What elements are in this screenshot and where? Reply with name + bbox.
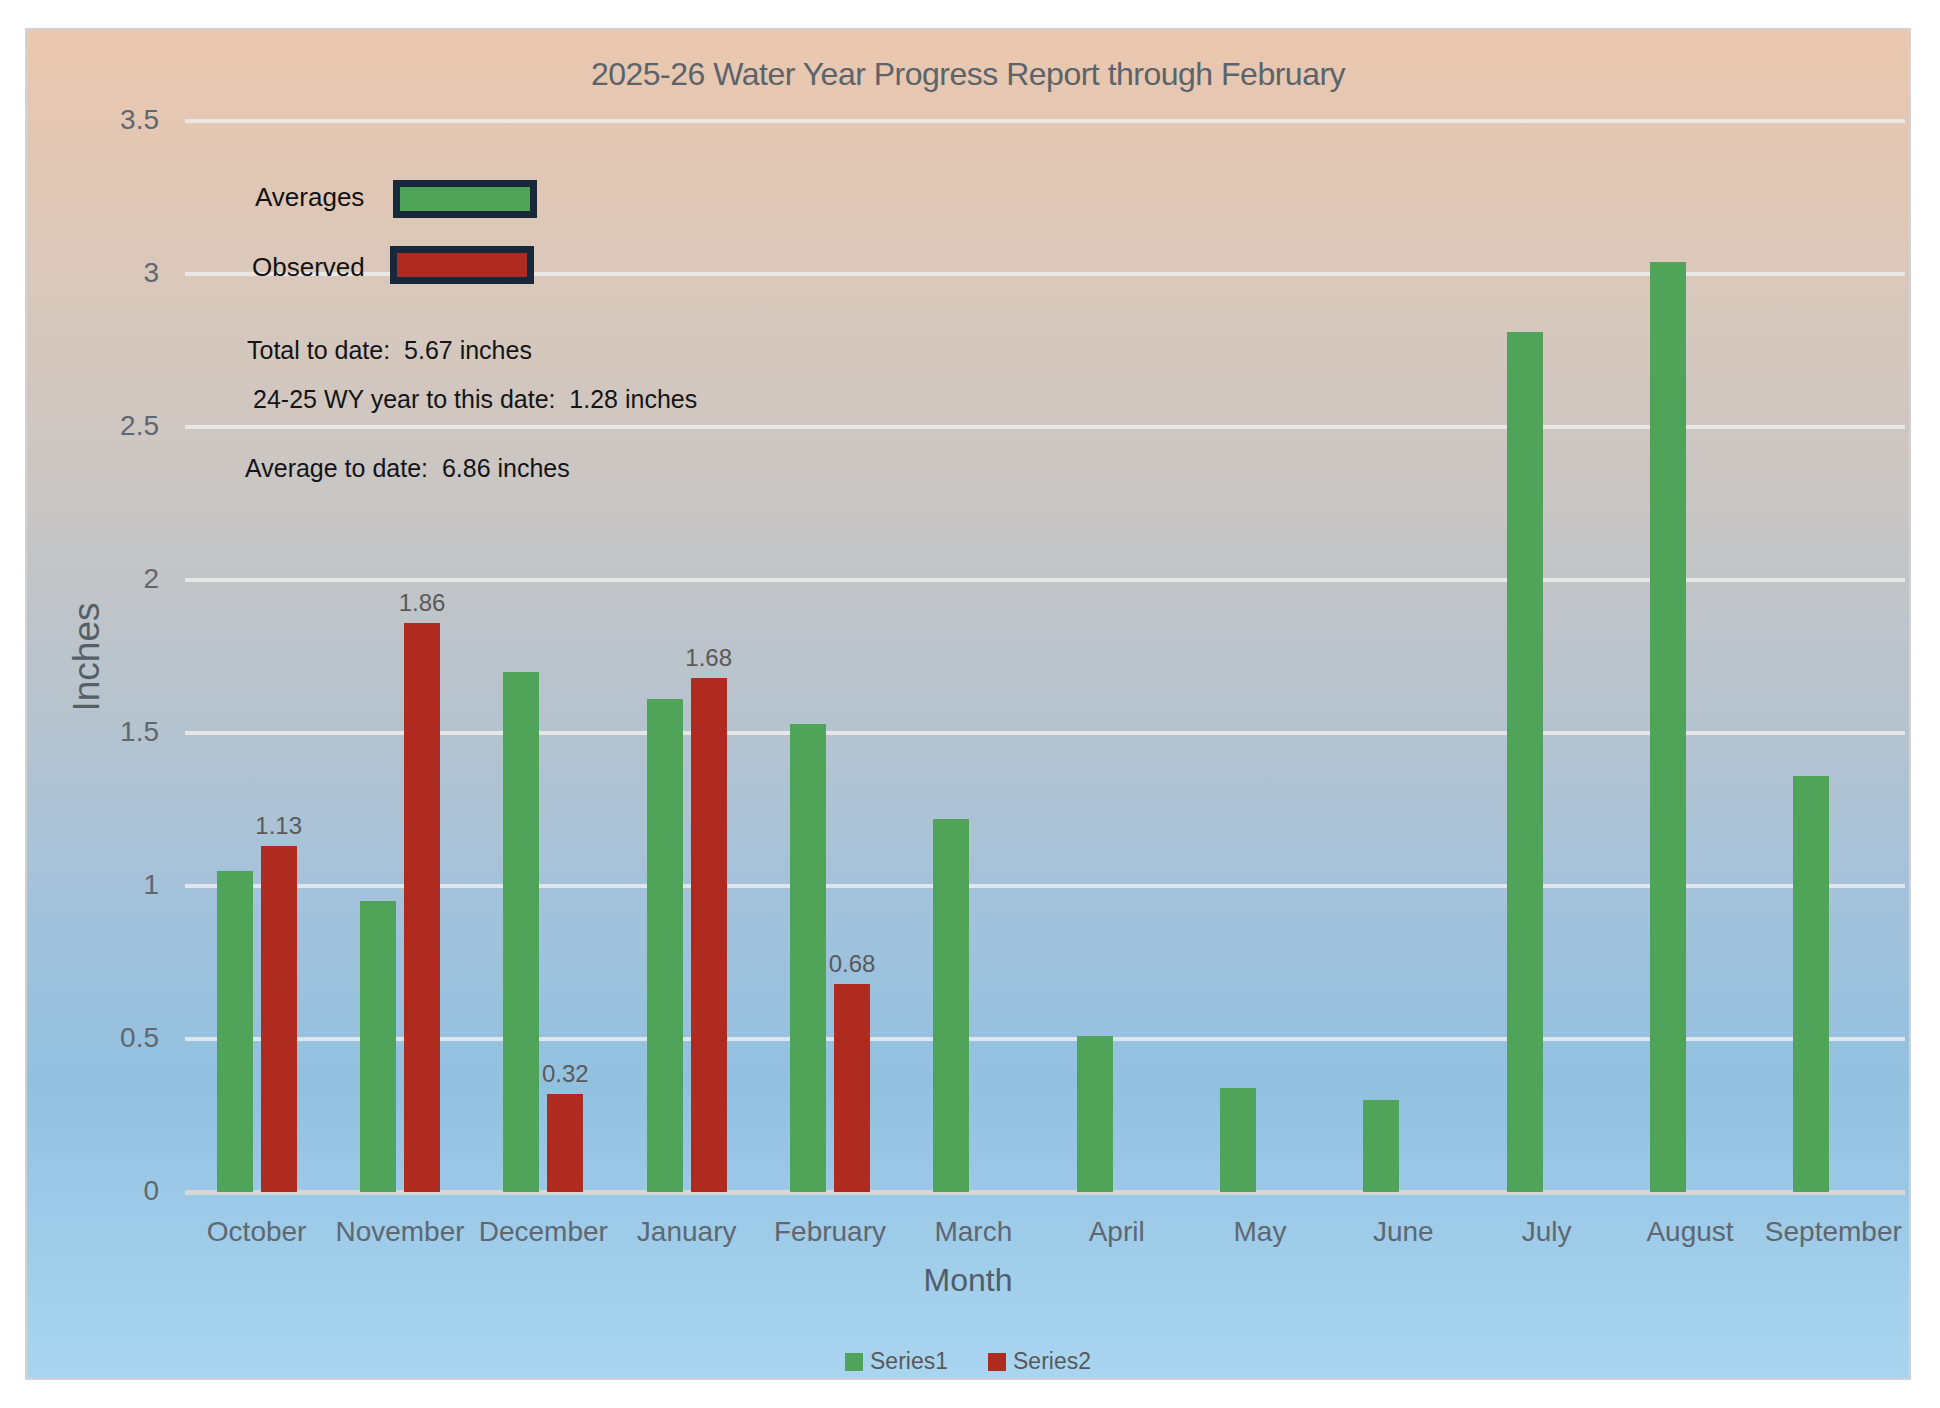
legend-observed-swatch[interactable] [390, 246, 534, 284]
bar-averages-october[interactable] [217, 871, 253, 1192]
x-tick-label-july: July [1476, 1216, 1618, 1248]
gridline [185, 731, 1905, 735]
gridline [185, 425, 1905, 429]
bar-observed-november[interactable] [404, 623, 440, 1192]
bar-value-label-january: 1.68 [669, 644, 749, 672]
x-tick-label-april: April [1046, 1216, 1188, 1248]
annotation-total-to-date: Total to date: 5.67 inches [247, 336, 532, 365]
plot-frame: 2025-26 Water Year Progress Report throu… [25, 28, 1911, 1380]
legend-observed-label: Observed [252, 252, 365, 283]
y-tick-label: 0 [27, 1175, 159, 1207]
x-tick-label-january: January [616, 1216, 758, 1248]
x-tick-label-june: June [1332, 1216, 1474, 1248]
gridline [185, 884, 1905, 888]
y-tick-label: 2 [27, 563, 159, 595]
bar-observed-january[interactable] [691, 678, 727, 1192]
x-tick-label-february: February [759, 1216, 901, 1248]
chart-title: 2025-26 Water Year Progress Report throu… [27, 56, 1909, 93]
bar-observed-december[interactable] [547, 1094, 583, 1192]
bottom-legend: Series1 Series2 [27, 1348, 1909, 1375]
y-tick-label: 0.5 [27, 1022, 159, 1054]
x-tick-label-november: November [329, 1216, 471, 1248]
x-axis-title: Month [27, 1262, 1909, 1299]
x-tick-label-may: May [1189, 1216, 1331, 1248]
gridline [185, 1037, 1905, 1041]
bottom-legend-series2[interactable]: Series2 [988, 1348, 1091, 1375]
bar-averages-may[interactable] [1220, 1088, 1256, 1192]
series1-label: Series1 [870, 1348, 948, 1375]
series2-key-icon [988, 1353, 1006, 1371]
bar-averages-april[interactable] [1077, 1036, 1113, 1192]
bar-averages-december[interactable] [503, 672, 539, 1192]
bar-averages-july[interactable] [1507, 332, 1543, 1192]
y-tick-label: 1.5 [27, 716, 159, 748]
x-tick-label-august: August [1619, 1216, 1761, 1248]
bar-value-label-december: 0.32 [525, 1060, 605, 1088]
annotation-prior-wy-to-date: 24-25 WY year to this date: 1.28 inches [253, 385, 697, 414]
chart-canvas: 2025-26 Water Year Progress Report throu… [0, 0, 1940, 1408]
bottom-legend-series1[interactable]: Series1 [845, 1348, 948, 1375]
bar-averages-november[interactable] [360, 901, 396, 1192]
series2-label: Series2 [1013, 1348, 1091, 1375]
bar-value-label-october: 1.13 [239, 812, 319, 840]
x-axis-baseline [185, 1190, 1905, 1195]
bar-value-label-february: 0.68 [812, 950, 892, 978]
x-tick-label-march: March [902, 1216, 1044, 1248]
gridline [185, 578, 1905, 582]
annotation-average-to-date: Average to date: 6.86 inches [245, 454, 570, 483]
bar-averages-march[interactable] [933, 819, 969, 1192]
y-tick-label: 3.5 [27, 104, 159, 136]
legend-averages-label: Averages [255, 182, 364, 213]
x-tick-label-september: September [1762, 1216, 1904, 1248]
bar-observed-october[interactable] [261, 846, 297, 1192]
gridline [185, 119, 1905, 123]
bar-averages-january[interactable] [647, 699, 683, 1192]
legend-averages-swatch[interactable] [393, 180, 537, 218]
bar-averages-august[interactable] [1650, 262, 1686, 1192]
y-tick-label: 2.5 [27, 410, 159, 442]
x-tick-label-october: October [186, 1216, 328, 1248]
series1-key-icon [845, 1353, 863, 1371]
x-tick-label-december: December [472, 1216, 614, 1248]
bar-value-label-november: 1.86 [382, 589, 462, 617]
bar-averages-september[interactable] [1793, 776, 1829, 1192]
bar-observed-february[interactable] [834, 984, 870, 1192]
bar-averages-june[interactable] [1363, 1100, 1399, 1192]
y-tick-label: 3 [27, 257, 159, 289]
y-tick-label: 1 [27, 869, 159, 901]
